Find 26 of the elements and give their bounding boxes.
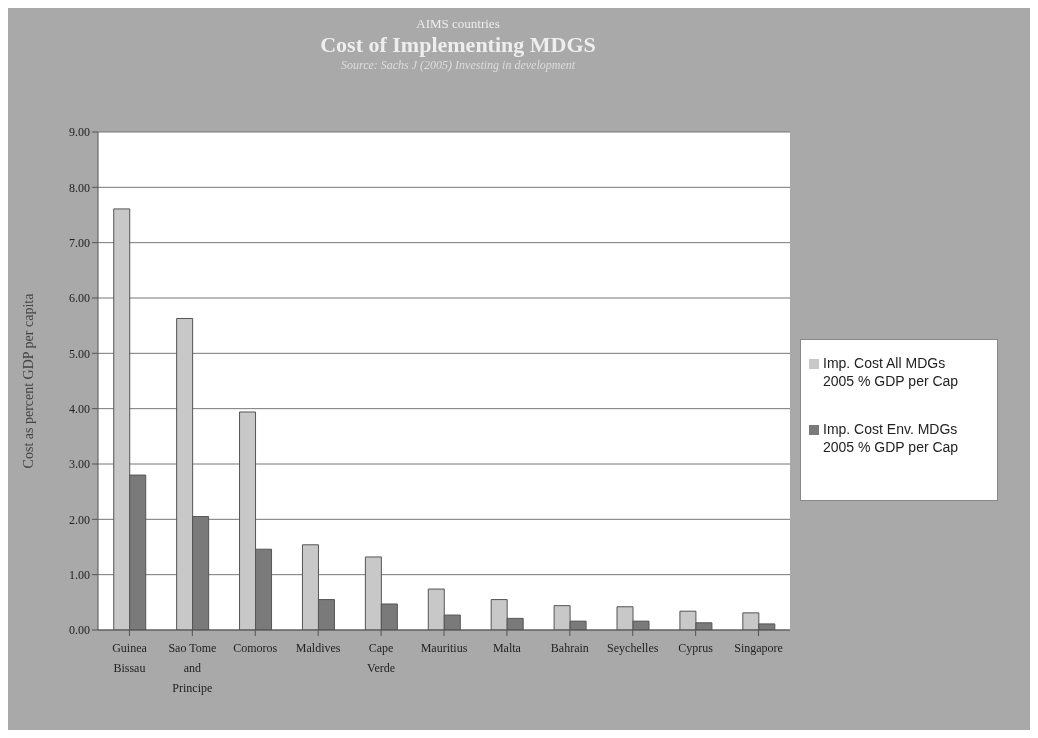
y-tick-label: 6.00 <box>69 291 90 306</box>
y-axis-title: Cost as percent GDP per capita <box>20 292 36 469</box>
legend-label: Imp. Cost All MDGs 2005 % GDP per Cap <box>823 354 960 390</box>
y-tick-label: 0.00 <box>69 623 90 638</box>
x-tick-label: Seychelles <box>607 641 659 655</box>
x-tick-label: Singapore <box>734 641 783 655</box>
legend-label: Imp. Cost Env. MDGs 2005 % GDP per Cap <box>823 420 960 456</box>
x-tick-label: Malta <box>492 641 522 655</box>
x-tick-label: Maldives <box>295 641 341 655</box>
x-tick-label: Guinea Bissau <box>112 641 148 675</box>
x-tick-label: Bahrain <box>550 641 589 655</box>
y-tick-label: 2.00 <box>69 512 90 527</box>
y-tick-label: 1.00 <box>69 567 90 582</box>
y-tick-label: 3.00 <box>69 457 90 472</box>
chart-subtitle: AIMS countries <box>415 16 501 32</box>
x-tick-label: Sao Tome and Principe <box>168 641 217 695</box>
x-tick-label: Cape Verde <box>367 641 396 675</box>
y-tick-label: 4.00 <box>69 401 90 416</box>
y-tick-label: 5.00 <box>69 346 90 361</box>
chart-title: Cost of Implementing MDGS <box>319 32 597 58</box>
x-tick-label: Cyprus <box>678 641 714 655</box>
y-tick-label: 9.00 <box>69 125 90 140</box>
y-tick-label: 8.00 <box>69 180 90 195</box>
x-tick-label: Mauritius <box>420 641 468 655</box>
y-tick-label: 7.00 <box>69 235 90 250</box>
x-tick-label: Comoros <box>233 641 278 655</box>
